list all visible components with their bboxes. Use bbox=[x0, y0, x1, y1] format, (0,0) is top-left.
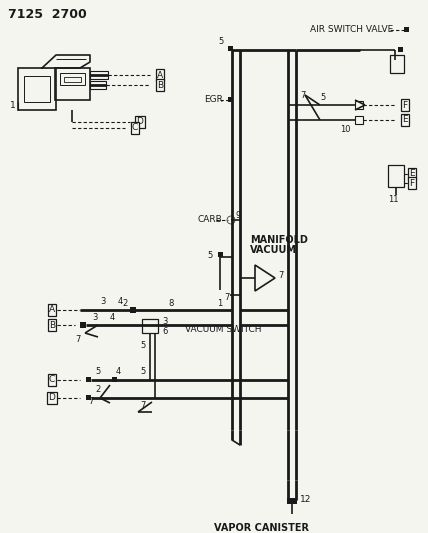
Text: EGR: EGR bbox=[204, 95, 223, 104]
Bar bbox=[55, 68, 90, 100]
Text: F: F bbox=[402, 101, 407, 109]
Text: AIR SWITCH VALVE: AIR SWITCH VALVE bbox=[310, 26, 393, 35]
Text: 9: 9 bbox=[236, 211, 241, 220]
Text: 7125  2700: 7125 2700 bbox=[8, 7, 87, 20]
Text: VACUUM SWITCH: VACUUM SWITCH bbox=[185, 325, 262, 334]
Text: E: E bbox=[402, 116, 408, 125]
Bar bbox=[228, 46, 233, 51]
Text: 11: 11 bbox=[388, 196, 398, 205]
Text: 2: 2 bbox=[95, 385, 100, 394]
Text: E: E bbox=[409, 169, 415, 179]
Text: 5: 5 bbox=[320, 93, 325, 102]
Bar bbox=[64, 77, 81, 82]
Text: 5: 5 bbox=[95, 367, 100, 376]
Bar bbox=[287, 498, 297, 504]
Bar bbox=[355, 101, 363, 109]
Text: 3: 3 bbox=[162, 317, 167, 326]
Text: VACUUM: VACUUM bbox=[250, 245, 297, 255]
Bar bbox=[390, 55, 404, 73]
Text: F: F bbox=[410, 179, 415, 188]
Text: 7: 7 bbox=[75, 335, 80, 344]
Text: 5: 5 bbox=[140, 341, 145, 350]
Text: D: D bbox=[48, 393, 56, 402]
Bar bbox=[86, 395, 91, 400]
Text: 7: 7 bbox=[300, 91, 305, 100]
Bar bbox=[130, 307, 136, 313]
Bar bbox=[90, 81, 106, 89]
Text: B: B bbox=[157, 80, 163, 90]
Text: A: A bbox=[157, 70, 163, 79]
Polygon shape bbox=[42, 55, 90, 68]
Text: A: A bbox=[49, 305, 55, 314]
Bar bbox=[388, 165, 404, 187]
Bar bbox=[60, 73, 85, 85]
Text: C: C bbox=[132, 124, 138, 133]
Text: 4: 4 bbox=[118, 297, 123, 306]
Circle shape bbox=[227, 216, 235, 224]
Bar bbox=[355, 116, 363, 124]
Bar bbox=[404, 27, 409, 32]
Text: 3: 3 bbox=[100, 297, 105, 306]
Text: 12: 12 bbox=[300, 496, 312, 505]
Bar bbox=[18, 68, 56, 110]
Text: 4: 4 bbox=[110, 312, 115, 321]
Text: 4: 4 bbox=[116, 367, 121, 376]
Text: 7: 7 bbox=[88, 398, 93, 407]
Bar bbox=[142, 319, 158, 333]
Text: 3: 3 bbox=[92, 312, 98, 321]
Text: CARB: CARB bbox=[198, 215, 223, 224]
Bar bbox=[218, 252, 223, 257]
Text: 5: 5 bbox=[207, 251, 212, 260]
Bar bbox=[112, 377, 117, 382]
Text: C: C bbox=[49, 376, 55, 384]
Text: VAPOR CANISTER: VAPOR CANISTER bbox=[214, 523, 309, 533]
Text: 8: 8 bbox=[168, 300, 173, 309]
Bar bbox=[398, 47, 403, 52]
Text: 5: 5 bbox=[218, 37, 223, 46]
Text: 7: 7 bbox=[140, 401, 146, 410]
Bar bbox=[86, 377, 91, 382]
Text: 7: 7 bbox=[278, 271, 283, 279]
Text: 7: 7 bbox=[224, 294, 229, 303]
Bar bbox=[228, 97, 233, 102]
Bar bbox=[24, 76, 50, 102]
Text: B: B bbox=[49, 320, 55, 329]
Text: D: D bbox=[137, 117, 143, 126]
Bar bbox=[90, 71, 108, 79]
Text: 6: 6 bbox=[162, 327, 167, 335]
Text: 2: 2 bbox=[122, 300, 127, 309]
Bar bbox=[80, 322, 86, 328]
Text: 5: 5 bbox=[140, 367, 145, 376]
Text: 10: 10 bbox=[340, 125, 351, 134]
Text: MANIFOLD: MANIFOLD bbox=[250, 235, 308, 245]
Text: 1: 1 bbox=[10, 101, 16, 109]
Text: 1: 1 bbox=[217, 300, 222, 309]
